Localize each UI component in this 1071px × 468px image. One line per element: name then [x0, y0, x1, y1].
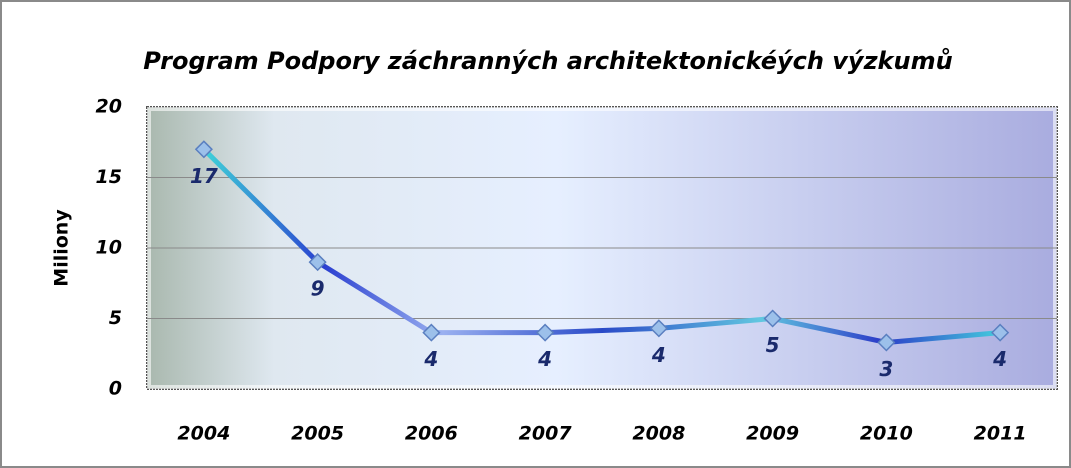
marker [649, 319, 668, 338]
data-label: 5 [766, 333, 780, 357]
marker [536, 323, 555, 342]
marker [308, 253, 327, 272]
data-label: 17 [190, 164, 218, 188]
x-tick-label: 2005 [291, 423, 344, 445]
y-tick-label: 20 [96, 96, 122, 118]
y-tick-label: 10 [96, 237, 122, 259]
x-tick-label: 2010 [860, 423, 913, 445]
y-tick-label: 0 [109, 378, 122, 400]
x-tick-label: 2007 [519, 423, 573, 445]
data-label: 3 [879, 357, 893, 381]
data-label: 4 [423, 347, 438, 371]
marker [877, 333, 896, 352]
marker [991, 323, 1010, 342]
x-tick-label: 2004 [177, 423, 230, 445]
data-label: 4 [651, 343, 666, 367]
data-label: 4 [537, 347, 552, 371]
y-tick-label: 5 [109, 307, 122, 329]
y-tick-label: 15 [96, 166, 122, 188]
x-tick-label: 2006 [405, 423, 458, 445]
y-axis-label: Miliony [51, 209, 73, 287]
chart-title: Program Podpory záchranných architektoni… [143, 47, 952, 75]
x-tick-label: 2011 [974, 423, 1027, 445]
x-tick-label: 2009 [746, 423, 799, 445]
marker [422, 323, 441, 342]
data-label: 4 [992, 347, 1007, 371]
data-label: 9 [311, 277, 325, 301]
marker [194, 140, 213, 159]
x-tick-label: 2008 [632, 423, 685, 445]
line [202, 147, 1001, 345]
marker [763, 309, 782, 328]
